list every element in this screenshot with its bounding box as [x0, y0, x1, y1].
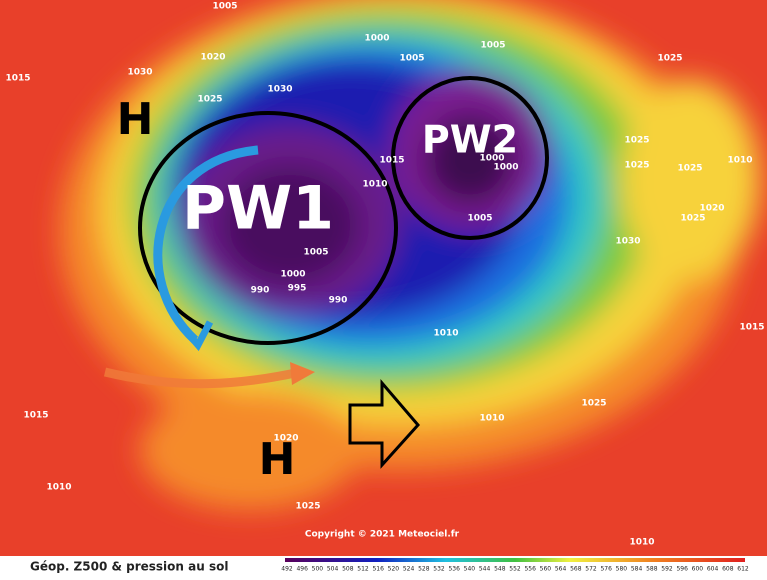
pressure-label: 1020	[273, 434, 298, 444]
pressure-label: 1000	[493, 163, 518, 173]
scale-tick-label: 600	[692, 566, 704, 573]
scale-tick-label: 516	[372, 566, 384, 573]
scale-tick-label: 592	[661, 566, 673, 573]
pressure-label: 1005	[467, 214, 492, 224]
pw1-circle	[138, 111, 398, 345]
scale-tick-label: 492	[281, 566, 293, 573]
scale-tick-label: 540	[464, 566, 476, 573]
scale-tick-label: 512	[357, 566, 369, 573]
scale-tick-label: 524	[403, 566, 415, 573]
pw2-circle	[391, 76, 549, 240]
pressure-label: 1025	[657, 54, 682, 64]
pressure-label: 1025	[624, 136, 649, 146]
pressure-label: 1005	[480, 41, 505, 51]
high-label: H	[259, 434, 296, 485]
pressure-label: 990	[329, 296, 348, 306]
scale-tick-label: 556	[524, 566, 536, 573]
pressure-label: 1015	[379, 156, 404, 166]
pressure-label: 1025	[295, 502, 320, 512]
scale-tick-label: 528	[418, 566, 430, 573]
scale-tick-label: 532	[433, 566, 445, 573]
scale-tick-label: 548	[494, 566, 506, 573]
pressure-label: 1010	[362, 180, 387, 190]
pressure-label: 1015	[739, 323, 764, 333]
pw2-label: PW2	[422, 118, 518, 162]
pressure-label: 1010	[46, 483, 71, 493]
pressure-label: 1030	[615, 237, 640, 247]
scale-tick-label: 580	[616, 566, 628, 573]
pressure-label: 1010	[629, 538, 654, 548]
direction-arrow	[348, 378, 420, 469]
pressure-label: 1025	[581, 399, 606, 409]
pressure-label: 1025	[197, 95, 222, 105]
pressure-label: 1015	[23, 411, 48, 421]
high-label: H	[117, 94, 154, 145]
scale-tick-label: 544	[479, 566, 491, 573]
scale-tick-label: 500	[312, 566, 324, 573]
pressure-label: 1020	[699, 204, 724, 214]
scale-tick-label: 552	[509, 566, 521, 573]
pressure-label: 1015	[5, 74, 30, 84]
jet-arrow	[103, 367, 301, 389]
scale-tick-label: 612	[737, 566, 749, 573]
scale-tick-label: 568	[570, 566, 582, 573]
flow-arrow	[153, 145, 259, 344]
scale-tick-label: 520	[388, 566, 400, 573]
jet-arrow-head	[290, 362, 315, 385]
scale-bar	[285, 558, 745, 562]
scale-tick-label: 496	[296, 566, 308, 573]
pressure-label: 1020	[200, 53, 225, 63]
scale-tick-label: 588	[646, 566, 658, 573]
flow-arrow-head	[182, 320, 214, 352]
pw1-label: PW1	[182, 174, 334, 244]
scale-tick-label: 572	[585, 566, 597, 573]
scale-tick-label: 508	[342, 566, 354, 573]
scale-tick-label: 576	[600, 566, 612, 573]
scale-tick-label: 560	[540, 566, 552, 573]
pressure-label: 1025	[624, 161, 649, 171]
scale-tick-label: 608	[722, 566, 734, 573]
copyright: Copyright © 2021 Meteociel.fr	[305, 530, 460, 540]
pressure-label: 1000	[280, 270, 305, 280]
pressure-label: 995	[288, 284, 307, 294]
pressure-label: 1030	[127, 68, 152, 78]
scale-tick-label: 604	[707, 566, 719, 573]
scale-tick-label: 564	[555, 566, 567, 573]
pressure-label: 1030	[267, 85, 292, 95]
pressure-label: 1005	[399, 54, 424, 64]
pressure-field	[0, 0, 767, 556]
scale-tick-label: 536	[448, 566, 460, 573]
pressure-label: 1025	[677, 164, 702, 174]
scale-tick-label: 596	[676, 566, 688, 573]
pressure-label: 1000	[364, 34, 389, 44]
pressure-label: 1005	[212, 2, 237, 12]
pressure-label: 1005	[303, 248, 328, 258]
scale-tick-label: 504	[327, 566, 339, 573]
scale-tick-label: 584	[631, 566, 643, 573]
pressure-label: 1010	[433, 329, 458, 339]
pressure-label: 1000	[479, 154, 504, 164]
labels: PW1 PW2 H H Copyright © 2021 Meteociel.f…	[117, 94, 519, 540]
wave-outlines	[138, 76, 549, 345]
pressure-label: 1010	[479, 414, 504, 424]
pressure-label: 1010	[727, 156, 752, 166]
pressure-label: 1025	[680, 214, 705, 224]
pressure-label: 990	[251, 286, 270, 296]
footer-title: Géop. Z500 & pression au sol	[30, 560, 228, 574]
